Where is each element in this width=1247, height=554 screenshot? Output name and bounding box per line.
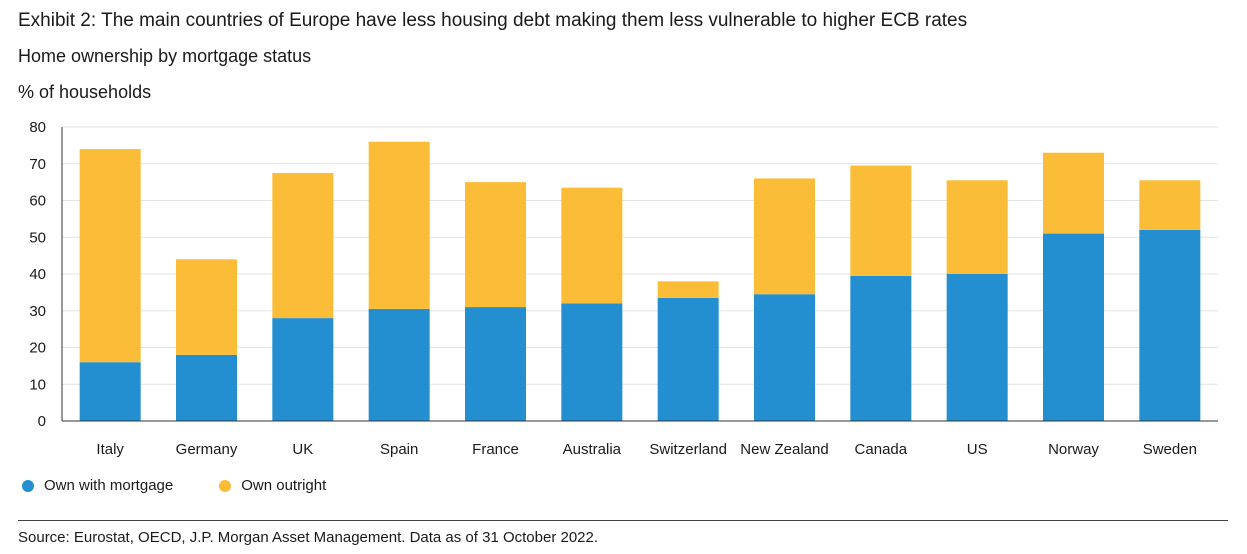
- stacked-bar-chart: 0 10 20 30 40 50 60 70 80 Italy Germany UK Spain Fra…: [29, 119, 1218, 458]
- legend: Own with mortgage Own outright: [22, 477, 372, 494]
- y-tick-label: 20: [29, 340, 46, 357]
- y-tick-label: 50: [29, 229, 46, 246]
- y-tick-label: 40: [29, 266, 46, 283]
- x-tick-label: Canada: [855, 441, 908, 458]
- x-tick-label: US: [967, 441, 988, 458]
- bar-australia-mortgage: [561, 303, 623, 421]
- x-tick-label: New Zealand: [740, 441, 828, 458]
- bar-france-outright: [465, 182, 526, 308]
- x-tick-label: France: [472, 441, 519, 458]
- bar-germany-mortgage: [176, 354, 237, 421]
- bar-sweden-outright: [1139, 180, 1201, 230]
- source-note: Source: Eurostat, OECD, J.P. Morgan Asse…: [18, 529, 599, 546]
- legend-swatch-own-outright: [219, 479, 232, 492]
- y-axis-unit-label: % of households: [18, 82, 152, 102]
- bar-sweden-mortgage: [1139, 229, 1201, 421]
- x-tick-label: Italy: [96, 441, 124, 458]
- x-tick-label: UK: [292, 441, 313, 458]
- bar-australia-outright: [561, 187, 623, 304]
- bar-canada-mortgage: [850, 275, 912, 421]
- source-divider: [18, 520, 1228, 521]
- x-tick-label: Germany: [176, 441, 238, 458]
- x-tick-label: Norway: [1048, 441, 1099, 458]
- bar-spain-mortgage: [368, 308, 430, 421]
- bars: [79, 141, 1201, 421]
- bar-norway-outright: [1043, 152, 1104, 234]
- bar-uk-mortgage: [272, 318, 334, 421]
- legend-label-own-outright: Own outright: [241, 477, 327, 494]
- bar-italy-mortgage: [79, 362, 141, 421]
- x-tick-label: Sweden: [1143, 441, 1197, 458]
- x-axis-tick-labels: Italy Germany UK Spain France Australia Switze…: [96, 441, 1197, 458]
- bar-switzerland-mortgage: [657, 297, 719, 421]
- legend-swatch-own-with-mortgage: [22, 479, 34, 492]
- bar-spain-outright: [368, 141, 430, 309]
- bar-us-mortgage: [946, 274, 1008, 421]
- chart-title: Exhibit 2: The main countries of Europe …: [18, 10, 968, 31]
- bar-us-outright: [946, 180, 1008, 274]
- bar-new-zealand-mortgage: [754, 294, 815, 421]
- legend-item-own-with-mortgage: Own with mortgage: [22, 477, 173, 494]
- y-tick-label: 60: [29, 193, 46, 210]
- bar-norway-mortgage: [1043, 233, 1104, 421]
- x-tick-label: Switzerland: [649, 441, 727, 458]
- y-axis-tick-labels: 0 10 20 30 40 50 60 70 80: [29, 119, 46, 430]
- legend-item-own-outright: Own outright: [219, 477, 326, 494]
- y-tick-label: 70: [29, 156, 46, 173]
- bar-france-mortgage: [465, 307, 526, 421]
- y-tick-label: 80: [29, 119, 46, 136]
- x-tick-label: Spain: [380, 441, 418, 458]
- y-tick-label: 0: [38, 413, 46, 430]
- y-tick-label: 30: [29, 303, 46, 320]
- bar-canada-outright: [850, 165, 912, 276]
- bar-new-zealand-outright: [754, 178, 815, 295]
- chart-subtitle: Home ownership by mortgage status: [18, 46, 312, 66]
- bar-switzerland-outright: [657, 281, 719, 298]
- y-tick-label: 10: [29, 376, 46, 393]
- gridlines: [62, 126, 1218, 385]
- x-tick-label: Australia: [563, 441, 622, 458]
- bar-italy-outright: [79, 149, 141, 363]
- bar-uk-outright: [272, 172, 334, 319]
- legend-label-own-with-mortgage: Own with mortgage: [44, 477, 174, 494]
- bar-germany-outright: [176, 259, 237, 355]
